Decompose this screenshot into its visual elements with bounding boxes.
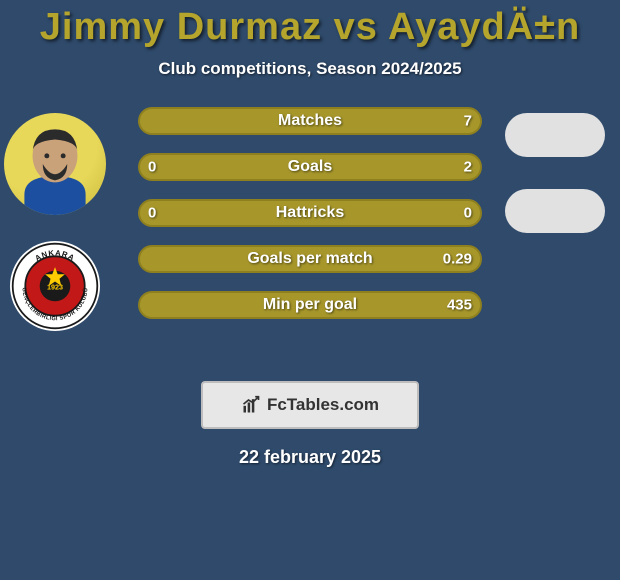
stat-bar: Min per goal 435 (138, 291, 482, 319)
player-right-avatar-blank-1 (505, 113, 605, 157)
player-right-avatar-blank-2 (505, 189, 605, 233)
stat-value-right: 2 (464, 159, 472, 176)
stat-bars: Matches 7 Goals 0 2 Hattricks 0 0 Goals per matc… (138, 107, 482, 319)
stat-label: Matches (278, 112, 342, 130)
stat-bar: Goals 0 2 (138, 153, 482, 181)
player-face-icon (4, 115, 106, 215)
stat-value-left: 0 (148, 159, 156, 176)
stat-bar: Goals per match 0.29 (138, 245, 482, 273)
stat-value-right: 0.29 (443, 251, 472, 268)
date-text: 22 february 2025 (0, 447, 620, 468)
chart-icon (241, 395, 261, 415)
stat-label: Goals per match (247, 250, 372, 268)
stat-value-left: 0 (148, 205, 156, 222)
subtitle: Club competitions, Season 2024/2025 (0, 59, 620, 79)
club-badge-icon: 1923 ANKARA GENÇLERBİRLİĞİ SPOR KULÜBÜ (10, 241, 100, 331)
stat-value-right: 0 (464, 205, 472, 222)
source-text: FcTables.com (267, 395, 379, 415)
player-left-club-badge: 1923 ANKARA GENÇLERBİRLİĞİ SPOR KULÜBÜ (10, 241, 100, 331)
page-title: Jimmy Durmaz vs AyaydÄ±n (0, 0, 620, 49)
source-badge[interactable]: FcTables.com (201, 381, 419, 429)
comparison-card: Jimmy Durmaz vs AyaydÄ±n Club competitio… (0, 0, 620, 580)
stat-bar: Matches 7 (138, 107, 482, 135)
stats-area: 1923 ANKARA GENÇLERBİRLİĞİ SPOR KULÜBÜ M… (0, 107, 620, 357)
player-left-column: 1923 ANKARA GENÇLERBİRLİĞİ SPOR KULÜBÜ (0, 107, 110, 347)
stat-label: Goals (288, 158, 332, 176)
stat-label: Hattricks (276, 204, 344, 222)
player-left-avatar (4, 113, 106, 215)
stat-bar: Hattricks 0 0 (138, 199, 482, 227)
player-right-column (500, 107, 610, 347)
stat-value-right: 7 (464, 113, 472, 130)
stat-value-right: 435 (447, 297, 472, 314)
stat-label: Min per goal (263, 296, 357, 314)
